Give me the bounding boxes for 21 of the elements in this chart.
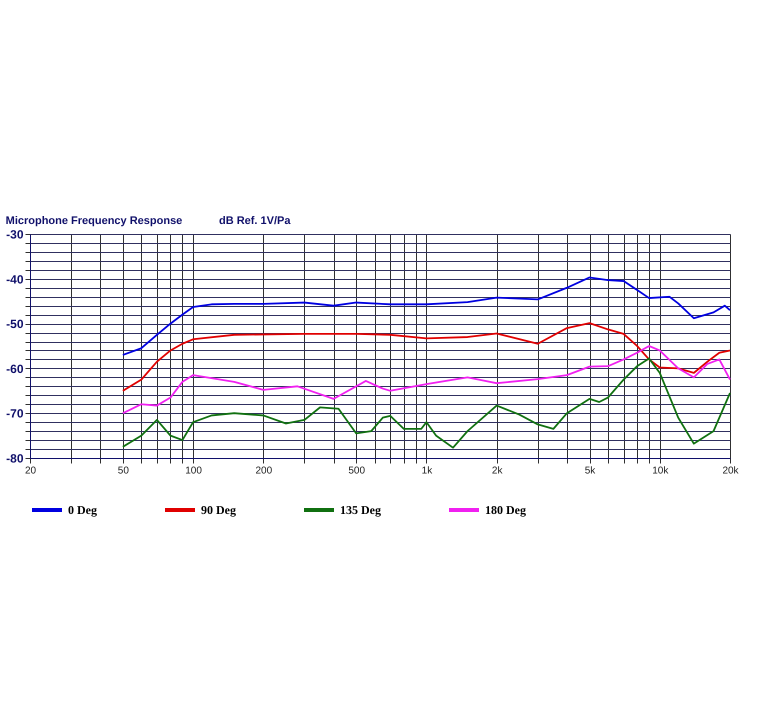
x-tick-label: 500 [348, 466, 366, 476]
legend-label: 135 Deg [340, 503, 381, 517]
legend-label: 180 Deg [485, 503, 526, 517]
y-tick-label: -60 [6, 362, 24, 376]
legend-label: 90 Deg [201, 503, 236, 517]
x-tick-label: 10k [652, 466, 670, 476]
y-tick-label: -80 [6, 452, 24, 466]
x-tick-label: 1k [422, 466, 434, 476]
y-tick-label: -30 [6, 228, 24, 242]
x-tick-label: 200 [255, 466, 273, 476]
x-tick-label: 50 [118, 466, 130, 476]
y-tick-label: -40 [6, 272, 24, 286]
x-tick-label: 20 [24, 466, 36, 476]
x-tick-label: 5k [584, 466, 596, 476]
y-tick-label: -70 [6, 406, 24, 421]
x-tick-label: 100 [185, 466, 202, 476]
x-tick-label: 2k [492, 466, 504, 476]
x-tick-label: 20k [722, 466, 740, 476]
legend-label: 0 Deg [68, 503, 97, 517]
y-tick-label: -50 [6, 317, 24, 332]
chart-title: Microphone Frequency Response dB Ref. 1V/Pa [6, 215, 290, 227]
